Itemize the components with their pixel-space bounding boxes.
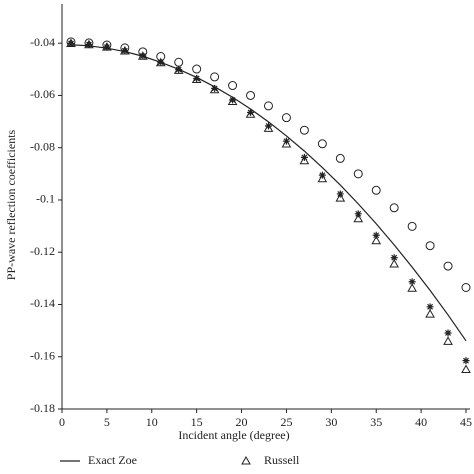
x-tick-label: 0 bbox=[59, 415, 65, 429]
circle-marker bbox=[281, 113, 291, 123]
y-tick-label: -0.14 bbox=[30, 296, 55, 310]
triangle-marker bbox=[371, 235, 382, 245]
asterisk-marker bbox=[372, 231, 380, 239]
asterisk-marker bbox=[264, 122, 272, 130]
y-tick-label: -0.1 bbox=[36, 192, 55, 206]
asterisk-marker bbox=[139, 52, 147, 60]
x-tick-label: 40 bbox=[415, 415, 427, 429]
x-tick-label: 20 bbox=[236, 415, 248, 429]
x-tick-label: 25 bbox=[280, 415, 292, 429]
y-tick-label: -0.18 bbox=[30, 401, 55, 415]
circle-marker bbox=[174, 57, 184, 67]
x-tick-label: 15 bbox=[191, 415, 203, 429]
circle-marker bbox=[371, 185, 381, 195]
circle-marker bbox=[299, 125, 309, 135]
legend-label: Russell bbox=[264, 453, 300, 467]
asterisk-marker bbox=[462, 357, 470, 365]
circle-marker bbox=[246, 90, 256, 100]
x-tick-label: 30 bbox=[325, 415, 337, 429]
circle-marker bbox=[263, 101, 273, 111]
triangle-marker bbox=[317, 173, 328, 183]
triangle-marker bbox=[443, 336, 453, 345]
triangle-marker bbox=[425, 309, 435, 318]
y-tick-label: -0.08 bbox=[30, 139, 55, 153]
triangle-marker bbox=[389, 258, 400, 268]
x-tick-label: 35 bbox=[370, 415, 382, 429]
asterisk-marker bbox=[354, 210, 362, 218]
asterisk-marker bbox=[300, 153, 308, 161]
asterisk-marker bbox=[426, 303, 434, 311]
asterisk-marker bbox=[193, 74, 201, 82]
circle-marker bbox=[389, 203, 399, 213]
circle-marker bbox=[425, 241, 435, 251]
asterisk-marker bbox=[103, 43, 111, 51]
circle-marker bbox=[407, 221, 417, 231]
circle-marker bbox=[228, 81, 238, 91]
circle-marker bbox=[317, 139, 327, 149]
y-tick-label: -0.04 bbox=[30, 35, 55, 49]
triangle-marker bbox=[407, 283, 417, 292]
triangle-marker bbox=[299, 155, 310, 165]
legend-label: Exact Zoe bbox=[88, 453, 137, 467]
asterisk-marker bbox=[211, 84, 219, 92]
y-tick-label: -0.16 bbox=[30, 348, 55, 362]
y-tick-label: -0.06 bbox=[30, 87, 55, 101]
y-axis-label: PP-wave reflection coefficients bbox=[4, 129, 18, 280]
circle-marker bbox=[210, 72, 220, 82]
y-tick-label: -0.12 bbox=[30, 244, 55, 258]
asterisk-marker bbox=[282, 137, 290, 145]
circle-marker bbox=[443, 261, 453, 271]
triangle-marker bbox=[227, 96, 238, 105]
asterisk-marker bbox=[336, 190, 344, 198]
triangle-marker bbox=[353, 213, 364, 223]
circle-marker bbox=[335, 153, 345, 163]
asterisk-marker bbox=[318, 171, 326, 179]
asterisk-marker bbox=[85, 41, 93, 48]
asterisk-marker bbox=[121, 47, 129, 55]
asterisk-marker bbox=[157, 58, 165, 66]
circle-marker bbox=[353, 169, 363, 179]
asterisk-marker bbox=[247, 108, 255, 116]
series-line bbox=[70, 44, 467, 342]
asterisk-marker bbox=[444, 329, 452, 337]
asterisk-marker bbox=[175, 66, 183, 74]
x-tick-label: 10 bbox=[146, 415, 158, 429]
x-axis-label: Incident angle (degree) bbox=[178, 428, 289, 442]
circle-marker bbox=[192, 64, 202, 74]
asterisk-marker bbox=[67, 39, 75, 47]
x-tick-label: 45 bbox=[460, 415, 472, 429]
x-tick-label: 5 bbox=[104, 415, 110, 429]
triangle-marker bbox=[335, 193, 346, 202]
asterisk-marker bbox=[408, 278, 416, 286]
asterisk-marker bbox=[390, 254, 398, 262]
asterisk-marker bbox=[229, 96, 237, 104]
triangle-marker bbox=[461, 364, 471, 374]
circle-marker bbox=[461, 283, 471, 292]
triangle-marker bbox=[209, 84, 220, 94]
triangle-marker bbox=[241, 455, 251, 465]
